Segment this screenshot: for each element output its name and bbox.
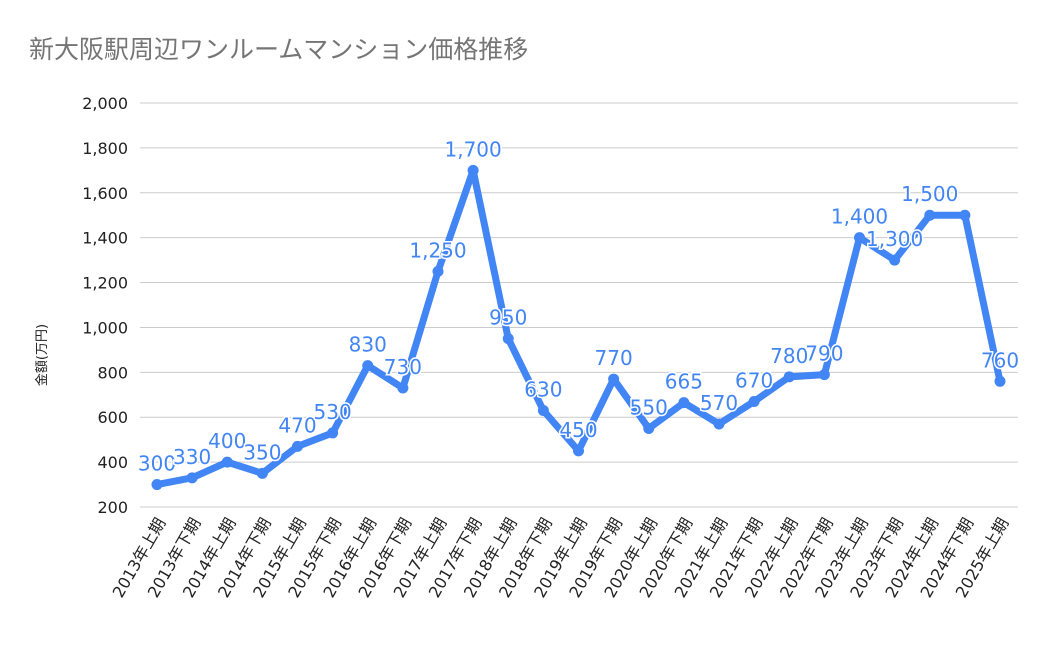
data-label: 670	[735, 369, 773, 393]
y-tick-label: 200	[97, 498, 128, 517]
data-point	[713, 418, 725, 430]
data-label: 790	[805, 342, 843, 366]
data-point	[783, 371, 795, 383]
data-point	[256, 467, 268, 479]
data-point	[889, 254, 901, 266]
data-label: 550	[630, 395, 668, 419]
y-tick-label: 2,000	[82, 94, 128, 113]
data-label: 400	[208, 429, 246, 453]
data-label: 350	[243, 440, 281, 464]
data-point	[924, 209, 936, 221]
data-label: 1,500	[901, 182, 958, 206]
data-point	[748, 396, 760, 408]
data-label: 730	[384, 355, 422, 379]
data-label: 450	[559, 418, 597, 442]
data-point	[292, 440, 303, 452]
data-point	[608, 373, 620, 385]
data-label: 780	[770, 344, 808, 368]
data-label: 570	[700, 391, 738, 415]
data-point	[327, 427, 339, 439]
data-label: 770	[595, 346, 633, 370]
data-label: 950	[489, 306, 527, 330]
data-label: 530	[314, 400, 352, 424]
data-point	[959, 209, 971, 221]
data-label: 665	[665, 370, 703, 394]
data-label: 1,700	[444, 137, 501, 161]
data-point	[994, 375, 1006, 387]
y-tick-label: 1,600	[82, 184, 128, 203]
y-tick-label: 1,800	[82, 139, 128, 158]
data-point	[854, 232, 865, 244]
y-tick-label: 800	[97, 363, 128, 382]
data-label: 300	[138, 452, 176, 476]
data-label: 760	[981, 348, 1019, 372]
y-tick-label: 1,200	[82, 274, 128, 293]
data-point	[186, 472, 198, 484]
data-point	[362, 360, 374, 372]
data-point	[397, 382, 409, 394]
data-point	[502, 333, 514, 345]
y-axis-title: 金額(万円)	[34, 324, 50, 386]
y-tick-label: 1,400	[82, 229, 128, 248]
data-point	[678, 397, 690, 409]
data-point	[221, 456, 233, 468]
data-point	[432, 265, 444, 277]
data-label: 630	[524, 377, 562, 401]
data-point	[643, 422, 655, 434]
chart-title: 新大阪駅周辺ワンルームマンション価格推移	[29, 35, 529, 64]
data-point	[573, 445, 584, 457]
y-tick-label: 1,000	[82, 318, 128, 337]
data-label: 830	[349, 333, 387, 357]
y-tick-label: 400	[97, 453, 128, 472]
data-label: 1,300	[866, 227, 923, 251]
data-point	[151, 479, 163, 491]
data-label: 1,250	[409, 238, 466, 262]
data-label: 470	[278, 413, 316, 437]
data-label: 1,400	[831, 205, 888, 229]
data-point	[467, 164, 479, 176]
data-point	[537, 404, 549, 416]
data-point	[818, 369, 830, 381]
y-tick-label: 600	[97, 408, 128, 427]
data-label: 330	[173, 445, 211, 469]
